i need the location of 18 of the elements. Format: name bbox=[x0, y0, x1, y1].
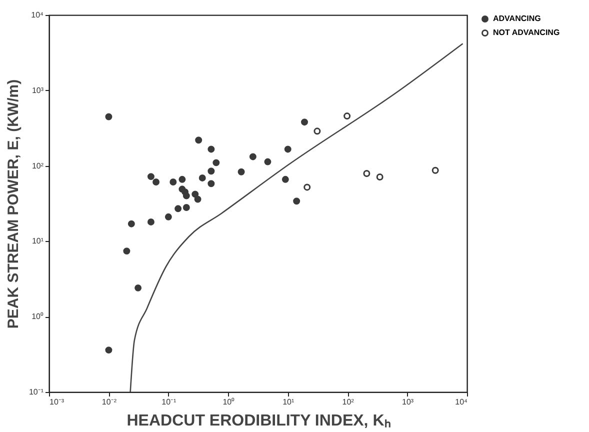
x-tick-label: 10⁰ bbox=[222, 398, 235, 406]
y-tick-label: 10⁴ bbox=[31, 10, 44, 20]
x-tick-label: 10¹ bbox=[282, 398, 294, 406]
y-tick-label: 10³ bbox=[32, 86, 44, 95]
y-axis-title: PEAK STREAM POWER, E, (KW/m) bbox=[4, 79, 22, 329]
x-tick-label: 10⁻² bbox=[102, 398, 117, 406]
x-tick-label: 10² bbox=[342, 398, 354, 406]
x-tick-label: 10⁻³ bbox=[50, 398, 64, 406]
y-tick-label: 10² bbox=[32, 161, 44, 170]
legend-label: ADVANCING bbox=[493, 14, 541, 23]
legend-label: NOT ADVANCING bbox=[493, 28, 560, 37]
y-tick-label: 10¹ bbox=[32, 236, 44, 246]
y-tick-label: 10⁻¹ bbox=[28, 388, 44, 396]
y-tick-label: 10⁰ bbox=[32, 312, 44, 322]
x-tick-label: 10³ bbox=[402, 398, 414, 406]
x-axis-title: HEADCUT ERODIBILITY INDEX, Kₕ bbox=[126, 412, 390, 430]
x-tick-label: 10⁻¹ bbox=[162, 398, 177, 406]
x-tick-label: 10⁴ bbox=[455, 398, 468, 406]
